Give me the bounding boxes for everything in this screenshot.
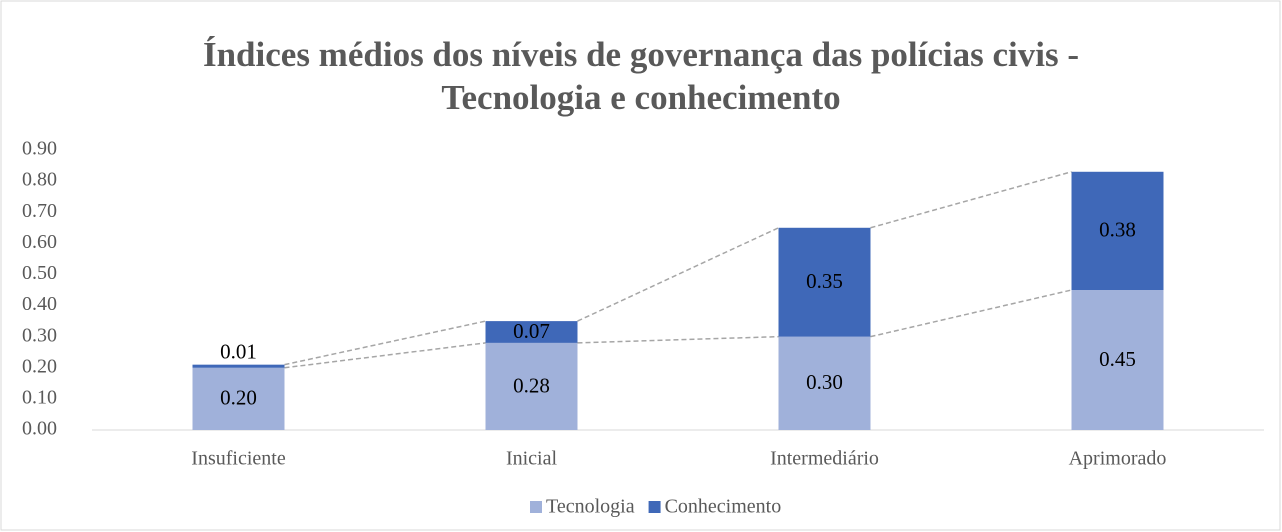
y-tick-label: 0.10 (22, 386, 57, 408)
value-label: 0.01 (220, 339, 257, 363)
series-line (577, 227, 779, 322)
bar-segment (778, 336, 871, 430)
x-tick-label: Inicial (506, 448, 558, 470)
series-line (284, 320, 486, 366)
legend-swatch (648, 501, 661, 513)
series-line (577, 335, 779, 344)
value-label: 0.20 (220, 386, 257, 410)
value-label: 0.35 (806, 269, 843, 293)
legend-label: Tecnologia (546, 496, 635, 518)
bar-segment (192, 364, 285, 368)
y-tick-label: 0.20 (22, 355, 57, 377)
value-label: 0.30 (806, 370, 843, 394)
chart-title: Tecnologia e conhecimento (441, 78, 840, 117)
x-tick-label: Insuficiente (191, 448, 286, 470)
y-tick-label: 0.50 (22, 262, 57, 284)
series-line (284, 342, 486, 369)
bar-segment (485, 321, 578, 343)
y-tick-label: 0.40 (22, 293, 57, 315)
bar-segment (192, 367, 285, 430)
bar-segment (1071, 171, 1164, 290)
y-tick-label: 0.80 (22, 169, 57, 191)
value-label: 0.38 (1099, 218, 1136, 242)
y-tick-label: 0.30 (22, 324, 57, 346)
value-label: 0.07 (513, 319, 550, 343)
y-tick-label: 0.90 (22, 138, 57, 160)
x-tick-label: Aprimorado (1069, 448, 1167, 470)
value-label: 0.28 (513, 373, 550, 397)
bar-segment (1071, 290, 1164, 430)
legend-swatch (530, 501, 542, 513)
value-label: 0.45 (1099, 347, 1136, 371)
chart-title: Índices médios dos níveis de governança … (203, 35, 1079, 74)
series-line (870, 289, 1072, 338)
legend-label: Conhecimento (665, 496, 782, 518)
y-tick-label: 0.70 (22, 200, 57, 222)
bar-segment (778, 227, 871, 337)
series-line (870, 171, 1072, 229)
y-tick-label: 0.60 (22, 231, 57, 253)
bar-segment (485, 342, 578, 430)
y-tick-label: 0.00 (22, 418, 57, 440)
x-tick-label: Intermediário (770, 448, 879, 470)
